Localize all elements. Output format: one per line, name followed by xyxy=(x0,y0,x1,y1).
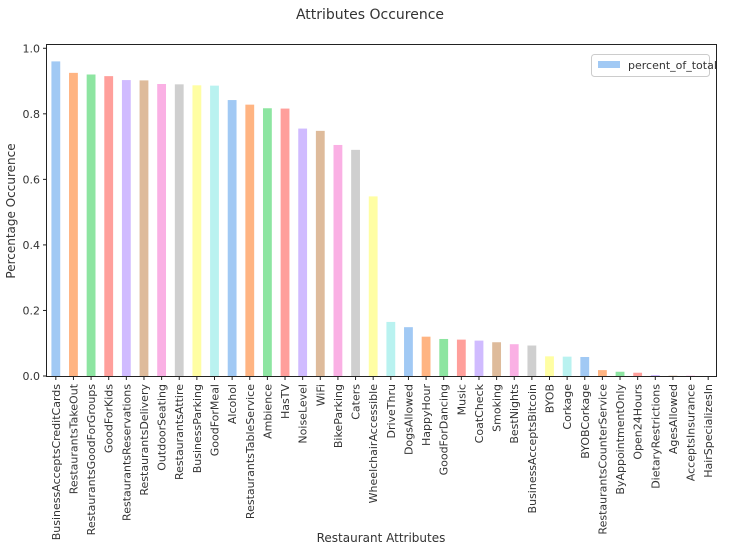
y-tick-label: 0.8 xyxy=(23,108,41,121)
x-tick-label: AcceptsInsurance xyxy=(685,384,698,481)
x-tick-label: BusinessParking xyxy=(191,384,204,473)
bar-GoodForKids xyxy=(104,76,113,376)
x-tick-label: Caters xyxy=(350,384,363,420)
bar-Music xyxy=(457,340,466,376)
bar-HappyHour xyxy=(422,337,431,376)
bar-Open24Hours xyxy=(633,373,642,376)
x-tick-label: WheelchairAccessible xyxy=(367,384,380,504)
x-tick-label: BYOB xyxy=(544,384,557,413)
bar-BYOBCorkage xyxy=(580,357,589,376)
bar-GoodForDancing xyxy=(439,339,448,376)
x-tick-label: DogsAllowed xyxy=(402,384,415,455)
bar-Alcohol xyxy=(228,100,237,376)
x-tick-label: BYOBCorkage xyxy=(579,384,592,459)
bar-Corkage xyxy=(563,357,572,376)
x-tick-label: Alcohol xyxy=(226,384,239,424)
x-tick-label: Ambience xyxy=(261,384,274,439)
bar-ByAppointmentOnly xyxy=(616,372,625,376)
y-tick-label: 1.0 xyxy=(23,42,41,55)
bar-NoiseLevel xyxy=(298,129,307,376)
x-tick-label: DietaryRestrictions xyxy=(649,384,662,489)
x-tick-label: RestaurantsCounterService xyxy=(596,384,609,535)
x-tick-label: HairSpecializesIn xyxy=(702,384,715,478)
bar-WheelchairAccessible xyxy=(369,196,378,376)
bar-BusinessAcceptsBitcoin xyxy=(527,346,536,376)
x-tick-label: Open24Hours xyxy=(632,384,645,460)
x-tick-label: CoatCheck xyxy=(473,383,486,443)
bar-RestaurantsGoodForGroups xyxy=(87,75,96,377)
legend: percent_of_total xyxy=(592,55,717,77)
bar-DietaryRestrictions xyxy=(651,375,660,376)
chart-title: Attributes Occurence xyxy=(296,7,444,23)
bar-CoatCheck xyxy=(475,341,484,376)
x-tick-label: RestaurantsTakeOut xyxy=(67,383,80,494)
y-axis: 0.0 0.2 0.4 0.6 0.8 1.0 xyxy=(23,42,48,383)
x-tick-label: ByAppointmentOnly xyxy=(614,384,627,495)
x-tick-label: OutdoorSeating xyxy=(156,384,169,471)
bar-GoodForMeal xyxy=(210,86,219,376)
x-tick-label: RestaurantsTableService xyxy=(244,384,257,519)
y-tick-label: 0.0 xyxy=(23,370,41,383)
bar-BestNights xyxy=(510,344,519,376)
bar-RestaurantsDelivery xyxy=(140,80,149,376)
x-tick-label: BusinessAcceptsBitcoin xyxy=(526,384,539,513)
y-tick-label: 0.2 xyxy=(23,304,41,317)
y-axis-label: Percentage Occurence xyxy=(4,143,18,278)
x-tick-label: AgesAllowed xyxy=(667,384,680,454)
x-tick-label: Music xyxy=(455,384,468,415)
bar-Ambience xyxy=(263,108,272,376)
bars-layer xyxy=(51,61,695,376)
bar-BusinessAcceptsCreditCards xyxy=(51,61,60,376)
bar-RestaurantsCounterService xyxy=(598,370,607,376)
bar-BikeParking xyxy=(334,145,343,376)
x-axis: BusinessAcceptsCreditCards RestaurantsTak… xyxy=(50,376,715,540)
legend-swatch xyxy=(598,61,620,68)
x-tick-label: HappyHour xyxy=(420,384,433,446)
bar-HasTV xyxy=(281,109,290,376)
bar-DriveThru xyxy=(386,322,395,376)
bar-BYOB xyxy=(545,356,554,376)
legend-label: percent_of_total xyxy=(628,59,717,72)
bar-OutdoorSeating xyxy=(157,84,166,376)
x-tick-label: Corkage xyxy=(561,384,574,430)
bar-RestaurantsTableService xyxy=(245,105,254,376)
x-tick-label: BikeParking xyxy=(332,384,345,448)
bar-Smoking xyxy=(492,342,501,376)
x-tick-label: GoodForMeal xyxy=(209,384,222,456)
x-tick-label: BestNights xyxy=(508,384,521,444)
x-tick-label: WiFi xyxy=(314,384,327,406)
x-tick-label: RestaurantsGoodForGroups xyxy=(85,384,98,536)
bar-RestaurantsTakeOut xyxy=(69,73,78,376)
bar-RestaurantsAttire xyxy=(175,84,184,376)
bar-DogsAllowed xyxy=(404,327,413,376)
x-axis-label: Restaurant Attributes xyxy=(317,531,446,545)
bar-BusinessParking xyxy=(192,85,201,376)
x-tick-label: BusinessAcceptsCreditCards xyxy=(50,384,63,541)
x-tick-label: HasTV xyxy=(279,384,292,419)
x-tick-label: RestaurantsReservations xyxy=(120,384,133,521)
x-tick-label: GoodForKids xyxy=(103,384,116,453)
x-tick-label: RestaurantsDelivery xyxy=(138,384,151,496)
bar-Caters xyxy=(351,150,360,376)
y-tick-label: 0.6 xyxy=(23,173,41,186)
x-tick-label: Smoking xyxy=(491,384,504,432)
x-tick-label: GoodForDancing xyxy=(438,384,451,475)
x-tick-label: NoiseLevel xyxy=(297,384,310,444)
x-tick-label: RestaurantsAttire xyxy=(173,384,186,480)
bar-WiFi xyxy=(316,131,325,376)
y-tick-label: 0.4 xyxy=(23,239,41,252)
x-tick-label: DriveThru xyxy=(385,384,398,439)
bar-RestaurantsReservations xyxy=(122,80,131,376)
